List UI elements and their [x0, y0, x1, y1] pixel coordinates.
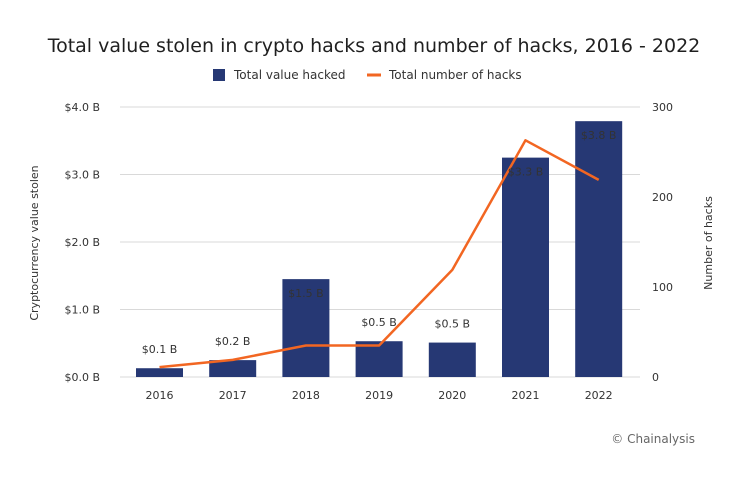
bar	[428, 342, 476, 377]
bar	[502, 157, 549, 377]
left-tick-label: $3.0 B	[64, 169, 100, 182]
bar-value-label: $3.8 B	[581, 129, 617, 142]
bar	[282, 279, 330, 377]
bar	[136, 368, 183, 377]
right-tick-label: 200	[652, 191, 673, 204]
bar-value-label: $3.3 B	[508, 166, 544, 179]
right-axis-label: Number of hacks	[702, 196, 715, 290]
left-tick-label: $1.0 B	[64, 304, 100, 317]
source-credit: © Chainalysis	[611, 432, 695, 446]
right-tick-label: 100	[652, 281, 673, 294]
legend-label-line: Total number of hacks	[388, 68, 522, 82]
legend-label-bars: Total value hacked	[233, 68, 346, 82]
bar-value-label: $0.5 B	[361, 316, 397, 329]
chart-title: Total value stolen in crypto hacks and n…	[47, 35, 701, 57]
x-tick-label: 2016	[146, 389, 174, 402]
x-axis-ticks: 2016 2017 2018 2019 2020 2021 2022	[146, 389, 613, 402]
right-tick-label: 300	[652, 101, 673, 114]
left-tick-label: $0.0 B	[64, 371, 100, 384]
x-tick-label: 2018	[292, 389, 320, 402]
x-tick-label: 2020	[438, 389, 466, 402]
bar-value-label: $0.5 B	[435, 318, 471, 331]
bar	[575, 121, 623, 377]
left-tick-label: $4.0 B	[64, 101, 100, 114]
legend-swatch-bars	[213, 69, 225, 81]
x-tick-label: 2022	[585, 389, 613, 402]
bar-value-labels: $0.1 B $0.2 B $1.5 B $0.5 B $0.5 B $3.3 B $3.8…	[142, 129, 617, 356]
bar	[355, 341, 403, 377]
gridlines	[120, 106, 640, 378]
bar	[209, 360, 257, 377]
right-tick-label: 0	[652, 371, 659, 384]
legend: Total value hacked Total number of hacks	[213, 68, 522, 82]
bar-value-label: $1.5 B	[288, 287, 324, 300]
x-tick-label: 2021	[512, 389, 540, 402]
bars	[136, 121, 623, 377]
left-tick-label: $2.0 B	[64, 236, 100, 249]
bar-value-label: $0.2 B	[215, 335, 251, 348]
left-axis-ticks: $0.0 B $1.0 B $2.0 B $3.0 B $4.0 B	[64, 101, 100, 384]
x-tick-label: 2019	[365, 389, 393, 402]
right-axis-ticks: 0 100 200 300	[652, 101, 673, 384]
x-tick-label: 2017	[219, 389, 247, 402]
left-axis-label: Cryptocurrency value stolen	[28, 165, 41, 320]
hacks-line-series	[159, 139, 600, 369]
bar-value-label: $0.1 B	[142, 343, 178, 356]
